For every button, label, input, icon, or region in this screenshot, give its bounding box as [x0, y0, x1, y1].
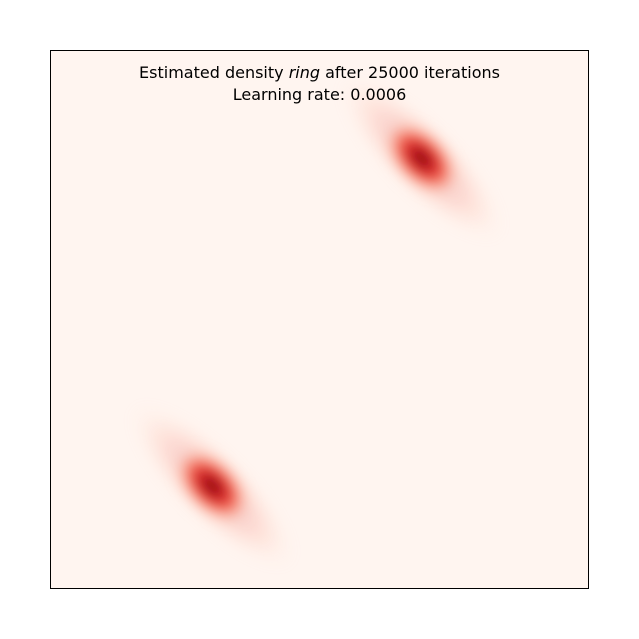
density-mode-core [172, 446, 252, 526]
density-mode-2 [125, 399, 299, 573]
density-mode-1 [335, 71, 508, 245]
density-modes [125, 71, 508, 573]
plot-area [50, 50, 589, 589]
density-background [51, 51, 588, 588]
density-mode-core [381, 118, 462, 199]
density-heatmap [51, 51, 588, 588]
